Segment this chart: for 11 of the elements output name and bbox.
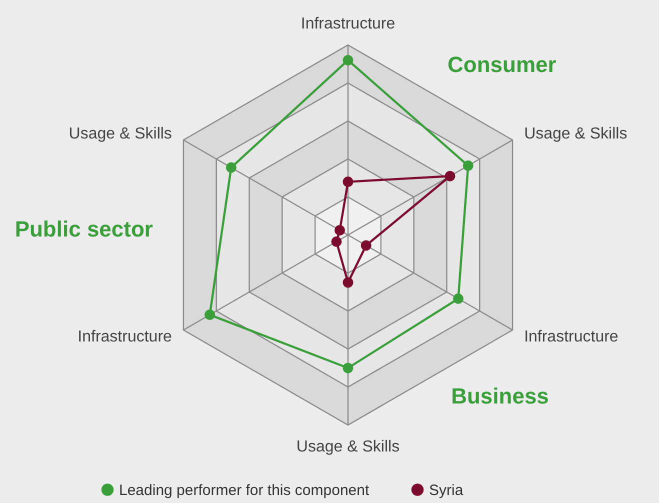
text: Consumer — [448, 52, 557, 77]
spoke-label: Infrastructure — [300, 16, 396, 33]
text: Business — [451, 384, 549, 408]
legend-label: Leading performer for this component — [119, 482, 370, 499]
spoke-label: Infrastructure — [78, 328, 172, 346]
spoke-label: Infrastructure — [524, 328, 618, 346]
spoke-label: Usage & Skills — [296, 438, 400, 456]
legend-label: Syria — [429, 482, 464, 499]
spoke-label: Usage & Skills — [524, 125, 628, 142]
text: Public sector — [14, 216, 154, 242]
spoke-label: Usage & Skills — [68, 125, 172, 142]
